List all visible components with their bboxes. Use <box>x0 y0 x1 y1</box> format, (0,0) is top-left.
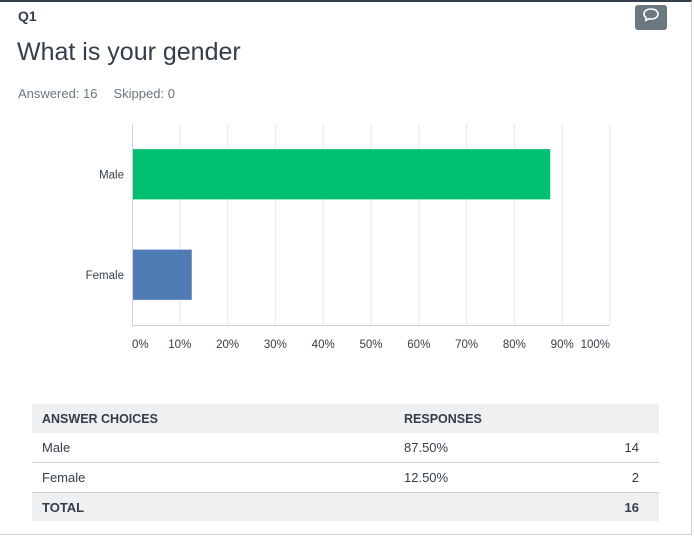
percent-cell: 87.50% <box>394 433 577 463</box>
total-spacer <box>394 492 577 521</box>
total-count: 16 <box>576 492 659 521</box>
count-cell: 2 <box>576 462 659 493</box>
comment-bubble-icon <box>642 7 660 28</box>
responses-table: ANSWER CHOICES RESPONSES Male 87.50% 14 … <box>32 404 659 521</box>
response-bar-chart: Male Female 0% 10% 20% 30% 40% 50% 60% 70% 80% 90% 1… <box>86 124 611 351</box>
total-label: TOTAL <box>32 492 394 521</box>
header-answer-choices: ANSWER CHOICES <box>32 404 394 433</box>
bar-male <box>133 149 551 200</box>
question-title: What is your gender <box>17 38 241 66</box>
x-tick-label: 80% <box>503 339 526 351</box>
answered-count: Answered: 16 <box>18 86 98 101</box>
category-label: Female <box>86 270 124 282</box>
x-tick-label: 60% <box>407 339 430 351</box>
skipped-count: Skipped: 0 <box>113 86 175 101</box>
x-tick-label: 20% <box>216 339 239 351</box>
table-header-row: ANSWER CHOICES RESPONSES <box>32 404 659 433</box>
x-tick-label: 100% <box>581 339 610 351</box>
bar-female <box>133 249 192 300</box>
choice-cell: Female <box>32 462 394 493</box>
x-tick-label: 30% <box>264 339 287 351</box>
percent-cell: 12.50% <box>394 462 577 493</box>
count-cell: 14 <box>576 433 659 463</box>
table-row: Male 87.50% 14 <box>32 433 659 463</box>
x-tick-label: 40% <box>312 339 335 351</box>
total-row: TOTAL 16 <box>32 492 659 521</box>
header-responses: RESPONSES <box>394 404 577 433</box>
x-tick-label: 90% <box>551 339 574 351</box>
table-row: Female 12.50% 2 <box>32 462 659 493</box>
comment-button[interactable] <box>635 5 667 30</box>
x-tick-label: 70% <box>455 339 478 351</box>
x-tick-label: 10% <box>168 339 191 351</box>
header-count <box>576 404 659 433</box>
choice-cell: Male <box>32 433 394 463</box>
response-stats: Answered: 16 Skipped: 0 <box>18 86 175 101</box>
category-label: Male <box>99 169 124 181</box>
x-tick-label: 50% <box>359 339 382 351</box>
x-tick-label: 0% <box>132 339 149 351</box>
question-number: Q1 <box>18 8 37 24</box>
